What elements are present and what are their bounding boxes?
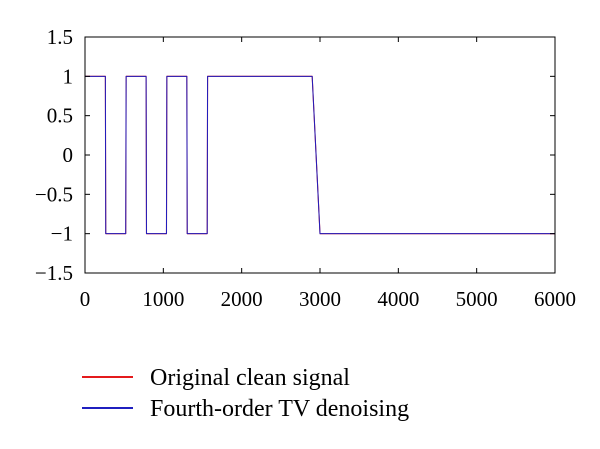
- axis-ticks: 0 1000 2000 3000 4000 5000 6000 1.5 1 0.5 0 −0.5 −1 −…: [35, 25, 576, 311]
- x-tick-label: 3000: [299, 287, 341, 311]
- x-tick-label: 6000: [534, 287, 576, 311]
- y-tick-label: 0: [63, 143, 74, 167]
- y-tick-label: 0.5: [47, 104, 73, 128]
- series-line-1: [85, 75, 555, 235]
- plot-frame: [84, 36, 556, 274]
- legend-label-denoised: Fourth-order TV denoising: [150, 396, 409, 422]
- x-tick-label: 1000: [142, 287, 184, 311]
- x-tick-label: 5000: [456, 287, 498, 311]
- y-tick-label: −1.5: [35, 261, 73, 285]
- y-tick-label: −1: [51, 222, 73, 246]
- series-line-0: [85, 75, 555, 235]
- x-tick-label: 4000: [377, 287, 419, 311]
- legend-label-original: Original clean signal: [150, 365, 350, 391]
- y-tick-label: −0.5: [35, 182, 73, 206]
- plot-series: [85, 75, 555, 235]
- x-tick-label: 2000: [221, 287, 263, 311]
- x-tick-label: 0: [80, 287, 91, 311]
- y-tick-label: 1.5: [47, 25, 73, 49]
- y-tick-label: 1: [63, 64, 74, 88]
- legend: Original clean signal Fourth-order TV de…: [82, 365, 409, 422]
